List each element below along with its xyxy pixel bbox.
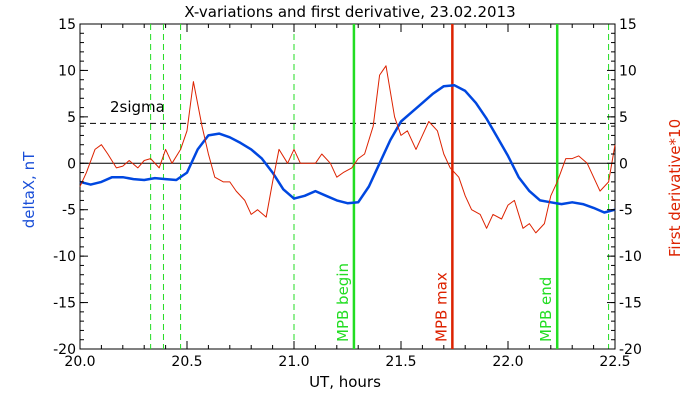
y-left-tick-label: 15 (58, 17, 76, 33)
y-right-tick-label: -5 (619, 203, 633, 219)
marker-label: MPB max (432, 272, 450, 342)
y-axis-label-left: deltaX, nT (20, 151, 38, 228)
y-left-tick-label: -10 (53, 249, 76, 265)
y-right-tick-label: 15 (619, 17, 637, 33)
y-right-tick-label: -15 (619, 296, 642, 312)
y-left-tick-label: 5 (67, 110, 76, 126)
x-tick-label: 20.0 (64, 354, 95, 370)
y-axis-label-right: First derivative*10 (666, 119, 684, 257)
y-right-tick-label: -10 (619, 249, 642, 265)
y-left-tick-label: -5 (62, 203, 76, 219)
series-line-derivative (79, 65, 616, 234)
y-left-tick-label: 0 (67, 156, 76, 172)
chart-title: X-variations and first derivative, 23.02… (184, 3, 515, 21)
y-right-tick-label: 10 (619, 63, 637, 79)
y-left-tick-label: -15 (53, 296, 76, 312)
y-right-tick-label: -20 (619, 342, 642, 358)
y-left-tick-label: 10 (58, 63, 76, 79)
series-line-deltax (79, 84, 616, 214)
marker-label: MPB end (537, 277, 555, 342)
threshold-label: 2sigma (110, 98, 165, 116)
x-axis-label: UT, hours (309, 373, 381, 391)
y-right-tick-label: 5 (619, 110, 628, 126)
marker-label: MPB begin (334, 263, 352, 342)
plot-area: MPB begin MPB max MPB end 20.0 20.5 21.0 21.5 2… (53, 17, 642, 370)
x-tick-label: 21.0 (278, 354, 309, 370)
y-left-tick-label: -20 (53, 342, 76, 358)
y-right-tick-label: 0 (619, 156, 628, 172)
x-tick-label: 21.5 (385, 354, 416, 370)
x-tick-label: 22.0 (492, 354, 523, 370)
x-tick-label: 20.5 (171, 354, 202, 370)
x-tick-label: 22.5 (599, 354, 630, 370)
